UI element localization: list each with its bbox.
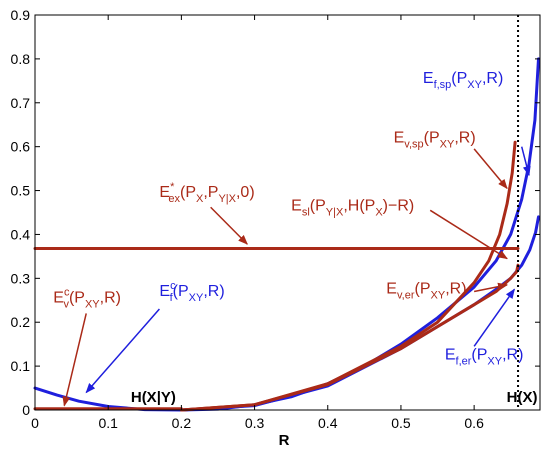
annotation-label-4: Ev,er(PXY,R) [386,281,466,302]
annotation-arrow-6 [62,313,87,407]
hx-label: H(X) [507,389,538,406]
x-tick-label: 0.4 [318,415,338,431]
annotation-label-6: Ec v(PXY,R) [53,286,121,310]
series-line-2 [179,140,517,412]
y-tick-label: 0.5 [11,183,31,199]
annotation-label-5: Ef,er(PXY,R) [445,347,524,368]
series-line-3 [179,263,520,412]
annotation-arrow-0 [520,146,531,177]
y-tick-label: 0.1 [11,358,31,374]
hxy-label: H(X|Y) [131,389,176,406]
y-tick-label: 0.7 [11,95,31,111]
x-tick-label: 0.2 [172,415,192,431]
x-tick-label: 0.1 [98,415,118,431]
x-tick-label: 0 [31,415,39,431]
annotation-arrow-4 [473,282,509,293]
annotation-label-7: Ec f(PXY,R) [159,280,224,304]
x-axis-label: R [279,432,290,449]
series-line-1 [179,215,540,412]
y-tick-label: 0.4 [11,226,31,242]
annotation-arrow-7 [85,308,160,394]
x-tick-label: 0.3 [245,415,265,431]
y-tick-label: 0.9 [11,7,31,23]
y-tick-label: 0.8 [11,51,31,67]
annotation-arrow-1 [473,148,508,190]
y-tick-label: 0.3 [11,270,31,286]
y-tick-label: 0.2 [11,314,31,330]
annotation-arrow-2 [210,206,248,245]
x-tick-label: 0.6 [464,415,484,431]
annotation-label-3: Esl(PY|X,H(PX)−R) [291,197,414,218]
annotation-label-1: Ev,sp(PXY,R) [394,129,476,150]
annotation-arrow-5 [473,288,515,347]
annotation-label-0: Ef,sp(PXY,R) [423,70,503,91]
x-tick-label: 0.5 [391,415,411,431]
annotation-label-2: E* ex(PX,PY|X,0) [159,181,254,205]
plot-frame [34,14,541,411]
annotation-arrow-3 [429,209,508,260]
y-tick-label: 0 [22,402,30,418]
y-tick-label: 0.6 [11,139,31,155]
